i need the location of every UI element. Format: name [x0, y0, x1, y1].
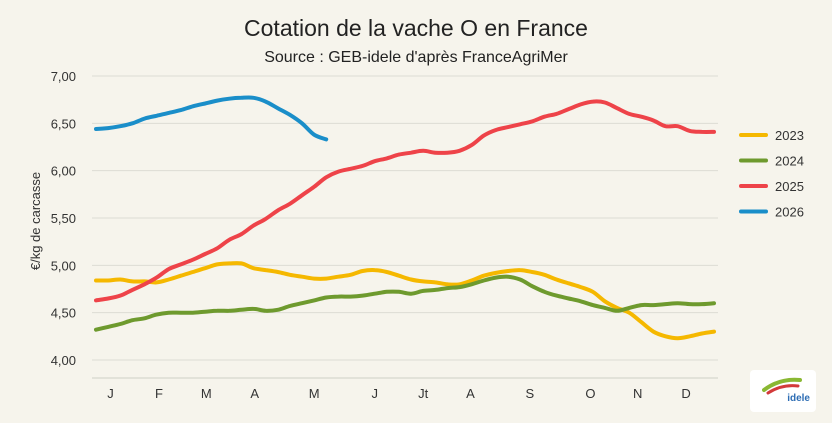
logo-text: idele [787, 393, 810, 404]
idele-logo: idele [750, 370, 816, 412]
series-line-2025 [94, 99, 716, 303]
x-tick-label: O [585, 386, 595, 401]
series-line-2026 [94, 95, 329, 142]
y-tick-label: 7,00 [51, 69, 76, 84]
series-line-2023 [94, 261, 716, 341]
grid [92, 75, 718, 379]
y-tick-label: 4,50 [51, 306, 76, 321]
y-tick-label: 6,00 [51, 164, 76, 179]
y-tick-label: 6,50 [51, 116, 76, 131]
legend-label-2026: 2026 [775, 205, 804, 220]
logo-swoosh-icon [762, 377, 802, 395]
legend-label-2025: 2025 [775, 179, 804, 194]
x-tick-label: F [155, 386, 163, 401]
y-axis-label: €/kg de carcasse [28, 172, 43, 270]
y-tick-label: 5,00 [51, 258, 76, 273]
y-tick-label: 4,00 [51, 353, 76, 368]
series-line-2024 [94, 274, 716, 332]
x-tick-label: A [466, 386, 475, 401]
legend: 2023 2024 2025 2026 [739, 128, 804, 220]
x-tick-label: Jt [418, 386, 429, 401]
x-tick-label: D [681, 386, 690, 401]
y-axis: 4,00 4,50 5,00 5,50 6,00 6,50 7,00 [51, 69, 76, 368]
series-group [94, 95, 716, 341]
x-tick-label: J [371, 386, 378, 401]
x-tick-label: N [633, 386, 642, 401]
x-tick-label: M [309, 386, 320, 401]
chart-subtitle: Source : GEB-idele d'après FranceAgriMer [264, 49, 568, 66]
x-tick-label: J [107, 386, 114, 401]
x-tick-label: M [201, 386, 212, 401]
chart-title: Cotation de la vache O en France [244, 15, 588, 41]
legend-label-2024: 2024 [775, 154, 804, 169]
legend-label-2023: 2023 [775, 128, 804, 143]
x-tick-label: S [525, 386, 534, 401]
x-axis: J F M A M J Jt A S O N D [107, 386, 691, 401]
y-tick-label: 5,50 [51, 211, 76, 226]
x-tick-label: A [250, 386, 259, 401]
